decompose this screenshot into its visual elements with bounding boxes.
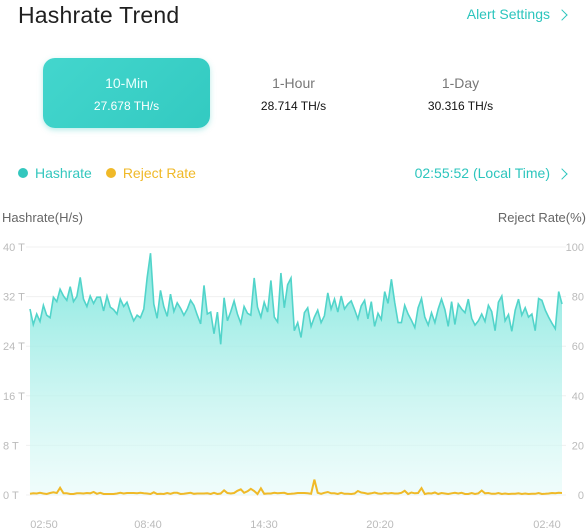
tab-value: 27.678 TH/s bbox=[93, 99, 160, 113]
y-left-tick-label: 16 T bbox=[3, 391, 25, 403]
chevron-right-icon bbox=[556, 167, 568, 180]
local-time-link[interactable]: 02:55:52 (Local Time) bbox=[414, 165, 568, 181]
hashrate-series-line bbox=[29, 253, 563, 345]
hashrate-area bbox=[30, 253, 562, 495]
legend-item-reject-rate[interactable]: Reject Rate bbox=[105, 165, 196, 181]
header: Hashrate Trend Alert Settings bbox=[0, 0, 586, 36]
tab-1-day[interactable]: 1-Day 30.316 TH/s bbox=[377, 58, 544, 128]
y-left-tick-label: 0 T bbox=[3, 490, 19, 502]
x-tick-label: 02:50 bbox=[30, 519, 58, 530]
y-left-tick-label: 8 T bbox=[3, 440, 19, 452]
y-right-tick-label: 0 bbox=[578, 490, 584, 502]
x-tick-label: 08:40 bbox=[134, 519, 162, 530]
reject-rate-dot-icon bbox=[105, 168, 116, 178]
hashrate-dot-icon bbox=[18, 168, 28, 178]
tab-value: 28.714 TH/s bbox=[260, 99, 327, 113]
y-left-tick-label: 32 T bbox=[3, 292, 25, 304]
reject-rate-series-line bbox=[29, 479, 563, 496]
local-time-label: 02:55:52 (Local Time) bbox=[414, 165, 550, 181]
y-right-tick-label: 40 bbox=[572, 391, 584, 403]
x-tick-label: 14:30 bbox=[250, 519, 278, 530]
tab-label: 10-Min bbox=[105, 75, 148, 91]
right-axis-title: Reject Rate(%) bbox=[497, 210, 586, 225]
tab-value: 30.316 TH/s bbox=[427, 99, 494, 113]
tab-10-min[interactable]: 10-Min 27.678 TH/s bbox=[43, 58, 210, 128]
tab-label: 1-Hour bbox=[272, 75, 315, 91]
alert-settings-link[interactable]: Alert Settings bbox=[466, 6, 568, 22]
period-tabs: 10-Min 27.678 TH/s 1-Hour 28.714 TH/s 1-… bbox=[43, 58, 563, 128]
tab-1-hour[interactable]: 1-Hour 28.714 TH/s bbox=[210, 58, 377, 128]
page-title: Hashrate Trend bbox=[18, 2, 180, 28]
x-tick-label: 02:40 bbox=[533, 519, 561, 530]
hashrate-chart: 0 T 0 8 T 20 16 T 40 24 T 60 32 T 80 40 T 100 02:50 0… bbox=[3, 242, 584, 530]
legend-label-reject-rate: Reject Rate bbox=[122, 165, 196, 181]
left-axis-title: Hashrate(H/s) bbox=[2, 210, 83, 225]
y-right-tick-label: 80 bbox=[572, 292, 584, 304]
y-right-tick-label: 20 bbox=[572, 440, 584, 452]
tab-label: 1-Day bbox=[441, 75, 480, 91]
y-left-tick-label: 40 T bbox=[3, 242, 25, 254]
y-right-tick-label: 100 bbox=[566, 242, 584, 254]
y-right-tick-label: 60 bbox=[572, 341, 584, 353]
x-tick-label: 20:20 bbox=[366, 519, 394, 530]
alert-settings-label: Alert Settings bbox=[466, 6, 550, 22]
legend-label-hashrate: Hashrate bbox=[35, 165, 92, 181]
y-left-tick-label: 24 T bbox=[3, 341, 25, 353]
chart-legend: Hashrate Reject Rate bbox=[18, 165, 210, 181]
chevron-right-icon bbox=[556, 8, 568, 21]
legend-item-hashrate[interactable]: Hashrate bbox=[18, 165, 92, 181]
